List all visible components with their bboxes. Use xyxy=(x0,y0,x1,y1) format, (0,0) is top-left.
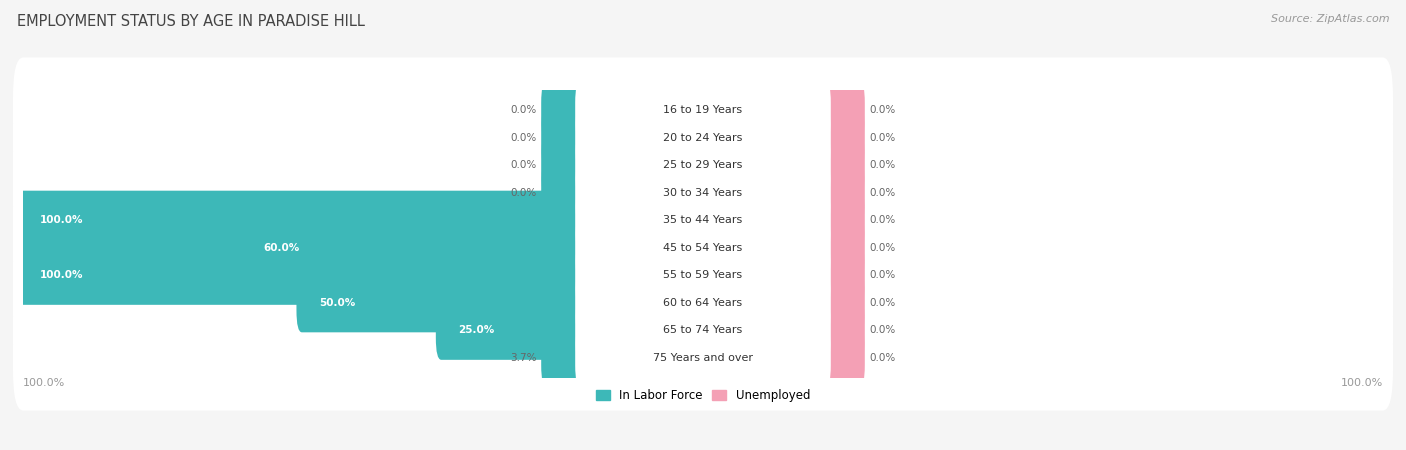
FancyBboxPatch shape xyxy=(820,191,865,250)
FancyBboxPatch shape xyxy=(297,273,586,332)
Text: 100.0%: 100.0% xyxy=(41,270,84,280)
Text: 0.0%: 0.0% xyxy=(869,160,896,170)
FancyBboxPatch shape xyxy=(575,301,831,360)
FancyBboxPatch shape xyxy=(820,108,865,167)
FancyBboxPatch shape xyxy=(436,301,586,360)
Text: 100.0%: 100.0% xyxy=(22,378,66,387)
FancyBboxPatch shape xyxy=(575,218,831,277)
FancyBboxPatch shape xyxy=(13,222,1393,328)
FancyBboxPatch shape xyxy=(820,163,865,222)
Text: 60 to 64 Years: 60 to 64 Years xyxy=(664,298,742,308)
Text: 25 to 29 Years: 25 to 29 Years xyxy=(664,160,742,170)
FancyBboxPatch shape xyxy=(18,191,586,250)
FancyBboxPatch shape xyxy=(575,163,831,222)
Text: 75 Years and over: 75 Years and over xyxy=(652,353,754,363)
Text: 50.0%: 50.0% xyxy=(319,298,356,308)
FancyBboxPatch shape xyxy=(575,81,831,140)
Text: 0.0%: 0.0% xyxy=(869,133,896,143)
FancyBboxPatch shape xyxy=(13,58,1393,163)
FancyBboxPatch shape xyxy=(541,81,586,140)
Text: 20 to 24 Years: 20 to 24 Years xyxy=(664,133,742,143)
FancyBboxPatch shape xyxy=(13,250,1393,356)
FancyBboxPatch shape xyxy=(541,136,586,195)
FancyBboxPatch shape xyxy=(541,328,586,387)
FancyBboxPatch shape xyxy=(820,328,865,387)
FancyBboxPatch shape xyxy=(575,273,831,332)
FancyBboxPatch shape xyxy=(820,273,865,332)
Text: 3.7%: 3.7% xyxy=(510,353,537,363)
Legend: In Labor Force, Unemployed: In Labor Force, Unemployed xyxy=(591,385,815,407)
FancyBboxPatch shape xyxy=(575,246,831,305)
Text: 0.0%: 0.0% xyxy=(510,133,537,143)
FancyBboxPatch shape xyxy=(13,305,1393,410)
FancyBboxPatch shape xyxy=(18,246,586,305)
Text: 35 to 44 Years: 35 to 44 Years xyxy=(664,215,742,225)
Text: 0.0%: 0.0% xyxy=(869,353,896,363)
FancyBboxPatch shape xyxy=(13,195,1393,301)
Text: 0.0%: 0.0% xyxy=(510,160,537,170)
Text: EMPLOYMENT STATUS BY AGE IN PARADISE HILL: EMPLOYMENT STATUS BY AGE IN PARADISE HIL… xyxy=(17,14,364,28)
FancyBboxPatch shape xyxy=(13,85,1393,190)
FancyBboxPatch shape xyxy=(13,140,1393,246)
FancyBboxPatch shape xyxy=(575,191,831,250)
FancyBboxPatch shape xyxy=(13,278,1393,383)
FancyBboxPatch shape xyxy=(541,163,586,222)
Text: 0.0%: 0.0% xyxy=(869,270,896,280)
Text: 0.0%: 0.0% xyxy=(869,215,896,225)
Text: 55 to 59 Years: 55 to 59 Years xyxy=(664,270,742,280)
FancyBboxPatch shape xyxy=(820,136,865,195)
FancyBboxPatch shape xyxy=(575,136,831,195)
FancyBboxPatch shape xyxy=(575,328,831,387)
Text: 100.0%: 100.0% xyxy=(1340,378,1384,387)
Text: 60.0%: 60.0% xyxy=(263,243,299,253)
Text: 0.0%: 0.0% xyxy=(869,243,896,253)
Text: 0.0%: 0.0% xyxy=(869,105,896,115)
Text: 100.0%: 100.0% xyxy=(41,215,84,225)
Text: 0.0%: 0.0% xyxy=(869,298,896,308)
FancyBboxPatch shape xyxy=(575,108,831,167)
FancyBboxPatch shape xyxy=(820,246,865,305)
Text: Source: ZipAtlas.com: Source: ZipAtlas.com xyxy=(1271,14,1389,23)
FancyBboxPatch shape xyxy=(541,108,586,167)
FancyBboxPatch shape xyxy=(13,112,1393,218)
Text: 0.0%: 0.0% xyxy=(869,325,896,335)
Text: 65 to 74 Years: 65 to 74 Years xyxy=(664,325,742,335)
Text: 45 to 54 Years: 45 to 54 Years xyxy=(664,243,742,253)
FancyBboxPatch shape xyxy=(13,167,1393,273)
Text: 30 to 34 Years: 30 to 34 Years xyxy=(664,188,742,198)
FancyBboxPatch shape xyxy=(820,218,865,277)
Text: 16 to 19 Years: 16 to 19 Years xyxy=(664,105,742,115)
FancyBboxPatch shape xyxy=(240,218,586,277)
FancyBboxPatch shape xyxy=(820,81,865,140)
Text: 0.0%: 0.0% xyxy=(869,188,896,198)
Text: 25.0%: 25.0% xyxy=(458,325,495,335)
Text: 0.0%: 0.0% xyxy=(510,188,537,198)
Text: 0.0%: 0.0% xyxy=(510,105,537,115)
FancyBboxPatch shape xyxy=(820,301,865,360)
